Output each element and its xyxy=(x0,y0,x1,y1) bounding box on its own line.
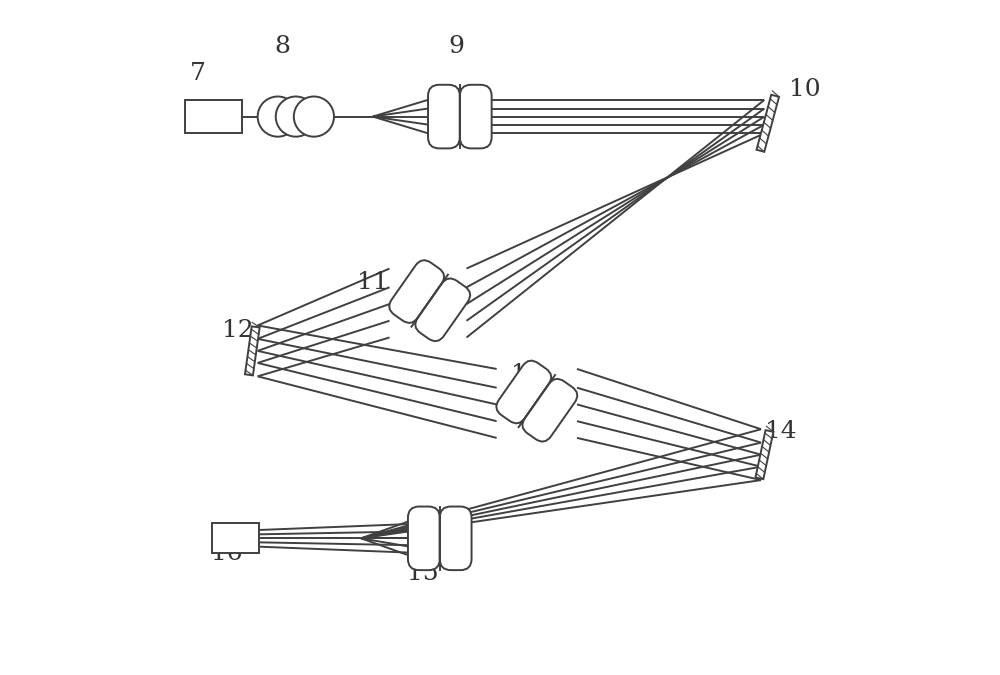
Text: 9: 9 xyxy=(449,35,464,58)
Text: 11: 11 xyxy=(357,271,389,294)
Text: 8: 8 xyxy=(274,35,290,58)
FancyBboxPatch shape xyxy=(440,506,472,570)
FancyBboxPatch shape xyxy=(522,379,577,441)
FancyBboxPatch shape xyxy=(496,360,551,423)
Bar xyxy=(757,95,779,152)
FancyBboxPatch shape xyxy=(428,85,460,148)
Text: 13: 13 xyxy=(511,363,543,386)
Text: 16: 16 xyxy=(211,541,243,564)
Text: 14: 14 xyxy=(765,420,797,443)
Text: 15: 15 xyxy=(407,562,439,585)
FancyBboxPatch shape xyxy=(408,506,440,570)
Bar xyxy=(245,327,260,375)
FancyBboxPatch shape xyxy=(389,260,444,323)
Circle shape xyxy=(258,97,298,136)
Bar xyxy=(185,100,242,134)
Text: 10: 10 xyxy=(789,78,820,101)
FancyBboxPatch shape xyxy=(415,278,470,342)
FancyBboxPatch shape xyxy=(460,85,492,148)
Circle shape xyxy=(294,97,334,136)
Text: 12: 12 xyxy=(222,319,253,342)
Bar xyxy=(212,523,259,554)
Bar xyxy=(755,430,773,479)
Text: 7: 7 xyxy=(189,61,205,84)
Circle shape xyxy=(276,97,316,136)
